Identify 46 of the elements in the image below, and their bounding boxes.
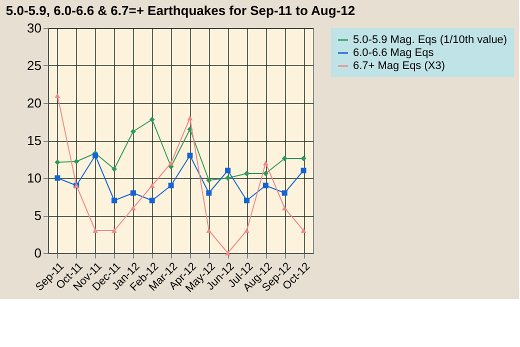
point [168, 160, 174, 166]
point [225, 250, 231, 256]
point [54, 93, 60, 98]
point [149, 198, 155, 204]
point [149, 183, 155, 188]
legend-label: 6.0-6.6 Mag Eqs [353, 47, 434, 59]
point [74, 158, 80, 164]
point [168, 182, 174, 188]
point [206, 178, 212, 183]
legend-label: 5.0-5.9 Mag. Eqs (1/10th value) [353, 34, 508, 46]
y-tick-label: 15 [27, 133, 42, 148]
point [225, 175, 231, 181]
point [92, 228, 98, 233]
y-tick-label: 10 [27, 170, 42, 186]
y-tick-label: 5 [34, 208, 42, 223]
point [244, 198, 250, 204]
point [130, 206, 136, 210]
legend-label: 6.7+ Mag Eqs (X3) [353, 60, 446, 72]
point [54, 160, 60, 165]
point [282, 190, 288, 196]
point [300, 228, 306, 233]
point [92, 152, 98, 158]
point [282, 206, 288, 210]
point [112, 198, 117, 204]
point [149, 116, 155, 122]
point [262, 160, 268, 166]
point [112, 228, 117, 233]
point [206, 228, 212, 233]
point [282, 156, 288, 162]
point [225, 168, 231, 174]
point [187, 116, 193, 120]
point [300, 168, 306, 174]
point [130, 128, 136, 134]
point [187, 152, 193, 158]
point [300, 156, 306, 162]
chart-title: 5.0-5.9, 6.0-6.6 & 6.7=+ Earthquakes for Sep-11 to Aug-12 [6, 3, 356, 18]
point [262, 182, 268, 188]
point [244, 228, 250, 233]
y-tick-label: 30 [27, 20, 42, 36]
point [187, 126, 193, 132]
point [206, 190, 212, 196]
point [130, 190, 136, 196]
y-tick-label: 0 [34, 246, 42, 260]
y-tick-label: 25 [27, 58, 42, 73]
point [54, 175, 60, 181]
y-tick-label: 20 [27, 96, 42, 110]
